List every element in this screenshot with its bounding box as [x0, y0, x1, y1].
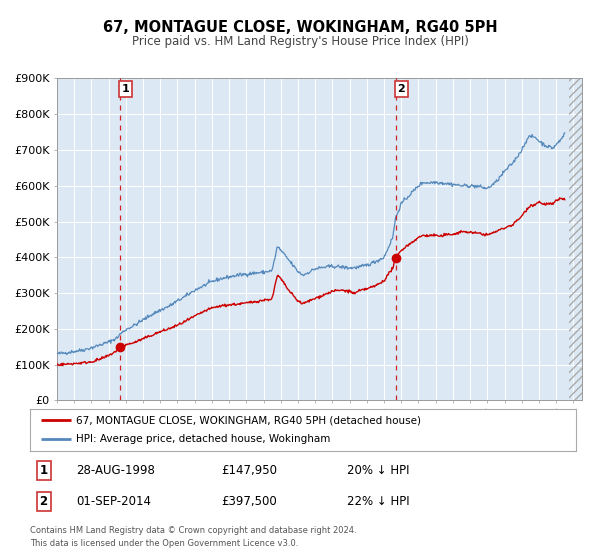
Text: £397,500: £397,500	[221, 494, 277, 508]
Bar	[569, 78, 582, 400]
Text: Contains HM Land Registry data © Crown copyright and database right 2024.: Contains HM Land Registry data © Crown c…	[30, 526, 356, 535]
Text: 01-SEP-2014: 01-SEP-2014	[76, 494, 151, 508]
Text: 67, MONTAGUE CLOSE, WOKINGHAM, RG40 5PH (detached house): 67, MONTAGUE CLOSE, WOKINGHAM, RG40 5PH …	[76, 415, 421, 425]
Text: 1: 1	[40, 464, 48, 477]
Text: 1: 1	[122, 84, 130, 94]
Bar	[570, 78, 582, 400]
Text: HPI: Average price, detached house, Wokingham: HPI: Average price, detached house, Woki…	[76, 435, 331, 445]
Text: 67, MONTAGUE CLOSE, WOKINGHAM, RG40 5PH: 67, MONTAGUE CLOSE, WOKINGHAM, RG40 5PH	[103, 20, 497, 35]
Text: 20% ↓ HPI: 20% ↓ HPI	[347, 464, 409, 477]
Text: 2: 2	[397, 84, 405, 94]
Text: Price paid vs. HM Land Registry's House Price Index (HPI): Price paid vs. HM Land Registry's House …	[131, 35, 469, 48]
Text: 2: 2	[40, 494, 48, 508]
Text: £147,950: £147,950	[221, 464, 277, 477]
Text: 28-AUG-1998: 28-AUG-1998	[76, 464, 155, 477]
Text: 22% ↓ HPI: 22% ↓ HPI	[347, 494, 409, 508]
Text: This data is licensed under the Open Government Licence v3.0.: This data is licensed under the Open Gov…	[30, 539, 298, 548]
